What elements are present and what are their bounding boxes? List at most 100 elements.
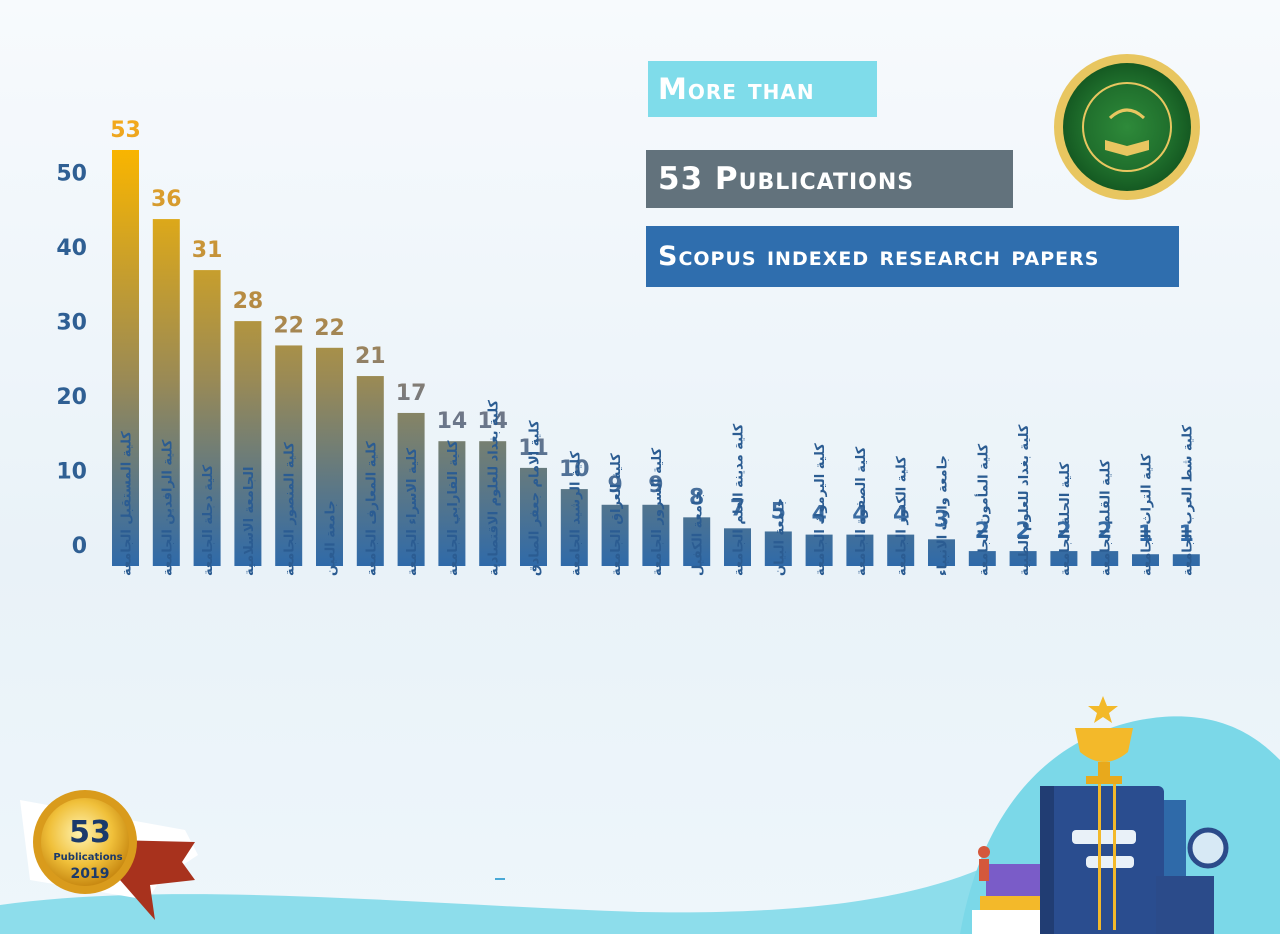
- bar-value-label: 5: [771, 499, 786, 524]
- bars-group: [112, 150, 1200, 566]
- category-label: الجامعة الاسلامية: [242, 467, 257, 576]
- bar-value-label: 14: [437, 409, 468, 434]
- category-label: كلية شط العرب الجامعة: [1180, 425, 1195, 576]
- header-scopus: Scopus indexed research papers: [646, 226, 1179, 287]
- y-tick-label: 30: [56, 311, 87, 336]
- medal-badge: 53 Publications 2019: [20, 790, 198, 920]
- y-axis: 0 10 20 30 40 50: [56, 162, 87, 560]
- bar: [601, 504, 629, 566]
- bar: [764, 531, 792, 566]
- bar-value-label: 4: [852, 503, 867, 528]
- bar-value-label: 10: [559, 457, 590, 482]
- header-more-than: More than: [648, 61, 877, 117]
- pen-cup: [1156, 876, 1214, 934]
- category-label: كلية التراث الجامعة: [1140, 453, 1155, 576]
- bar: [152, 219, 180, 566]
- bar-value-label: 31: [192, 238, 223, 263]
- person-head-icon: [978, 846, 990, 858]
- bar: [887, 534, 915, 566]
- books-trophy-illustration: [972, 696, 1229, 934]
- bar: [560, 489, 588, 566]
- bar: [234, 321, 262, 566]
- badge-word: Publications: [53, 852, 122, 863]
- category-label: كلية بغداد للعلوم الاقتصادية: [487, 399, 502, 576]
- book-icon: [1105, 140, 1149, 156]
- bar: [1132, 554, 1159, 566]
- bar-value-label: 14: [477, 409, 508, 434]
- y-tick-label: 10: [56, 460, 87, 485]
- bar: [846, 534, 874, 566]
- book-label-bar: [1072, 830, 1136, 844]
- category-label: كلية الاسراء الجامعة: [405, 447, 420, 576]
- category-labels-group: كلية المستقبل الجامعة كلية الرافدين الجام…: [120, 399, 1196, 576]
- category-label: كلية الفارابي الجامعة: [446, 440, 461, 576]
- category-label: جامعة العين: [324, 500, 339, 576]
- category-label: كلية دجلة الجامعة: [201, 464, 216, 576]
- logo-arc: [1108, 108, 1146, 120]
- category-label: كلية المنصور الجامعة: [283, 442, 298, 576]
- bar-value-label: 4: [893, 503, 908, 528]
- bar-value-label: 9: [648, 473, 663, 498]
- college-logo: [1054, 54, 1200, 200]
- bar: [1009, 551, 1037, 566]
- bar-value-label: 9: [607, 473, 622, 498]
- category-label: كلية مدينة العلم الجامعة: [732, 423, 747, 576]
- star-icon: [1088, 696, 1118, 723]
- category-label: جامعة الكفيل: [691, 491, 706, 576]
- bar: [356, 376, 384, 566]
- y-tick-label: 0: [72, 534, 87, 559]
- bar-value-label: 36: [151, 187, 182, 212]
- category-label: كلية المعارف الجامعة: [364, 441, 379, 576]
- bar-value-label: 8: [689, 485, 704, 510]
- category-label: كلية السرور الجامعة: [650, 447, 665, 576]
- category-label: جامعة وارث الانبياء: [936, 455, 951, 576]
- y-tick-label: 40: [56, 236, 87, 261]
- bar-value-label: 28: [233, 289, 264, 314]
- bar-value-label: 53: [110, 118, 141, 143]
- decor-line: [495, 878, 505, 880]
- bar: [397, 412, 425, 566]
- category-label: كلية الحلة الجامعة: [1058, 462, 1073, 576]
- bar: [928, 539, 955, 566]
- bar: [968, 551, 996, 566]
- ladder-right: [1113, 780, 1116, 930]
- book-stack-3: [972, 910, 1040, 934]
- bar: [193, 270, 221, 566]
- category-label: كلية الصفوة الجامعة: [854, 446, 869, 576]
- background-wave: [0, 860, 1000, 934]
- bar-value-label: 7: [730, 496, 745, 521]
- bar-value-label: 11: [518, 436, 549, 461]
- ladder-left: [1098, 780, 1101, 930]
- bar: [1091, 551, 1119, 566]
- bar: [1172, 554, 1200, 566]
- bar: [724, 528, 751, 566]
- category-label: كلية العراق الجامعة: [609, 453, 624, 576]
- bar: [479, 441, 507, 566]
- bar-value-label: 22: [314, 316, 345, 341]
- bar-value-label: 22: [273, 313, 304, 338]
- y-tick-label: 20: [56, 385, 87, 410]
- book-stack-2: [986, 864, 1040, 896]
- bar: [520, 467, 547, 566]
- bar-value-label: 21: [355, 344, 386, 369]
- medal-inner: [41, 798, 129, 886]
- magnifier-icon: [1187, 827, 1229, 869]
- bar: [805, 534, 833, 566]
- category-label: كلية المستقبل الجامعة: [120, 431, 135, 576]
- category-label: كلية المأمون الجامعة: [974, 443, 991, 576]
- category-label: كلية اليرموك الجامعة: [813, 443, 828, 576]
- trophy-stem: [1098, 762, 1110, 778]
- bar: [1050, 551, 1078, 566]
- bar-value-label: 2: [1015, 519, 1030, 544]
- category-label: كلية القلم الجامعة: [1099, 459, 1114, 576]
- category-label: جامعة البيان: [772, 498, 787, 576]
- y-tick-label: 50: [56, 162, 87, 187]
- bar-value-label: 1: [1138, 522, 1153, 547]
- trophy-base: [1086, 776, 1122, 784]
- badge-number: 53: [69, 815, 111, 850]
- bar-value-label: 17: [396, 381, 427, 406]
- category-label: كلية الرافدين الجامعة: [160, 439, 175, 576]
- bar: [642, 504, 670, 566]
